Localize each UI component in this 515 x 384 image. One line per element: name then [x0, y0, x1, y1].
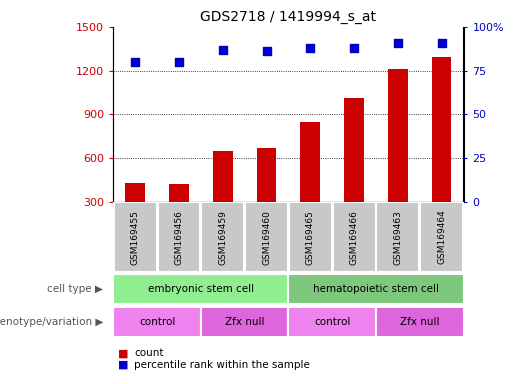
FancyBboxPatch shape: [245, 202, 288, 272]
Text: ■: ■: [118, 348, 129, 358]
FancyBboxPatch shape: [376, 306, 464, 337]
Text: percentile rank within the sample: percentile rank within the sample: [134, 360, 310, 370]
Text: Zfx null: Zfx null: [225, 316, 264, 327]
FancyBboxPatch shape: [333, 202, 375, 272]
Point: [131, 59, 139, 65]
Text: genotype/variation ▶: genotype/variation ▶: [0, 316, 103, 327]
Bar: [213, 151, 233, 202]
FancyBboxPatch shape: [158, 202, 200, 272]
Bar: [432, 58, 452, 202]
Text: Zfx null: Zfx null: [400, 316, 439, 327]
FancyBboxPatch shape: [376, 202, 419, 272]
FancyBboxPatch shape: [289, 202, 332, 272]
FancyBboxPatch shape: [201, 202, 244, 272]
Bar: [388, 69, 408, 202]
Text: GSM169460: GSM169460: [262, 210, 271, 265]
Point: [437, 40, 445, 46]
Bar: [256, 148, 277, 202]
FancyBboxPatch shape: [288, 306, 376, 337]
Text: GSM169455: GSM169455: [131, 210, 140, 265]
Title: GDS2718 / 1419994_s_at: GDS2718 / 1419994_s_at: [200, 10, 376, 25]
Bar: [344, 98, 364, 202]
Text: GSM169466: GSM169466: [350, 210, 358, 265]
Bar: [169, 184, 189, 202]
Text: GSM169465: GSM169465: [306, 210, 315, 265]
Point: [350, 45, 358, 51]
FancyBboxPatch shape: [288, 274, 464, 304]
Text: ■: ■: [118, 360, 129, 370]
Text: embryonic stem cell: embryonic stem cell: [148, 284, 254, 294]
Text: control: control: [314, 316, 350, 327]
Text: GSM169456: GSM169456: [175, 210, 183, 265]
Text: GSM169464: GSM169464: [437, 210, 446, 265]
FancyBboxPatch shape: [201, 306, 288, 337]
FancyBboxPatch shape: [114, 202, 157, 272]
FancyBboxPatch shape: [420, 202, 463, 272]
Text: cell type ▶: cell type ▶: [47, 284, 103, 294]
Text: hematopoietic stem cell: hematopoietic stem cell: [313, 284, 439, 294]
Bar: [300, 121, 320, 202]
Point: [393, 40, 402, 46]
Point: [306, 45, 314, 51]
Text: GSM169459: GSM169459: [218, 210, 227, 265]
Bar: [125, 183, 145, 202]
Point: [175, 59, 183, 65]
FancyBboxPatch shape: [113, 306, 201, 337]
Text: control: control: [139, 316, 175, 327]
Point: [262, 48, 270, 55]
Text: GSM169463: GSM169463: [393, 210, 402, 265]
Text: count: count: [134, 348, 163, 358]
FancyBboxPatch shape: [113, 274, 288, 304]
Point: [218, 46, 227, 53]
